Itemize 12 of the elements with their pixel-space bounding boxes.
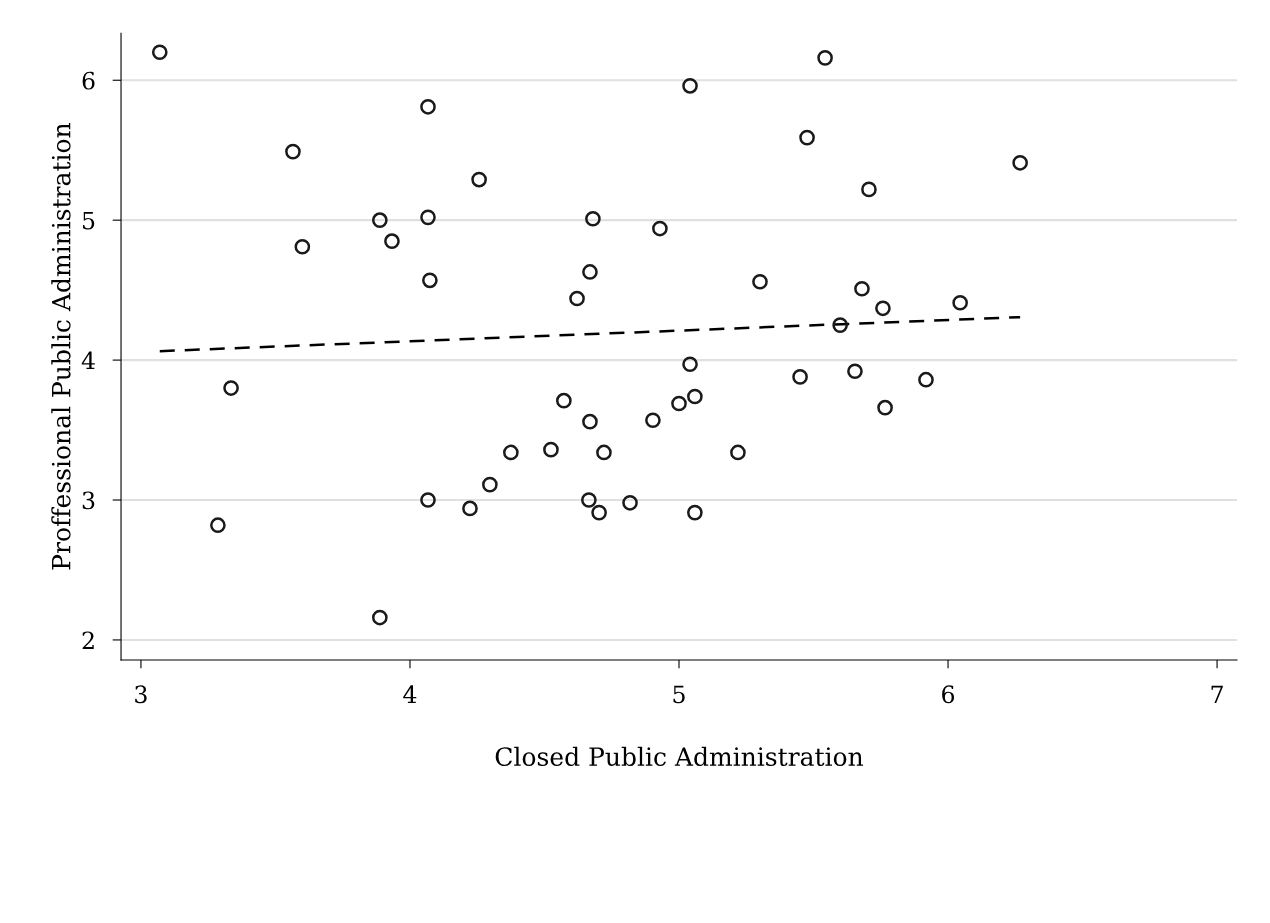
x-tick-label: 5: [673, 685, 685, 704]
y-tick-label: 4: [81, 351, 95, 370]
x-tick-label: 6: [942, 685, 955, 704]
y-tick-label: 5: [83, 211, 95, 230]
x-tick-label: 4: [403, 685, 417, 703]
y-tick-label: 3: [82, 491, 95, 510]
y-axis-title: Proffessional Public Administration: [51, 123, 71, 570]
y-tick-label: 2: [82, 631, 94, 649]
y-tick-label: 6: [82, 71, 95, 90]
x-tick-label: 7: [1211, 685, 1223, 703]
x-tick-label: 3: [135, 685, 147, 704]
x-axis-title: Closed Public Administration: [495, 746, 864, 767]
